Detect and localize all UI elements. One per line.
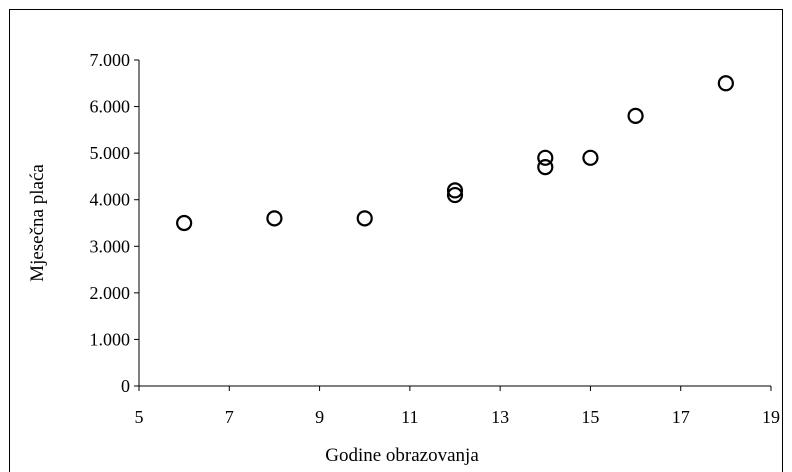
y-ticks: 0 1.000 2.000 3.000 4.000 5.000 6.000 7.000 — [90, 50, 140, 396]
y-axis-label: Mjesečna plaća — [27, 164, 48, 282]
data-point — [538, 151, 552, 165]
x-ticks: 5 7 9 11 13 15 17 19 — [135, 386, 781, 427]
data-points — [177, 76, 733, 230]
data-point — [629, 109, 643, 123]
y-tick-label: 0 — [121, 376, 130, 396]
x-tick-label: 15 — [581, 407, 599, 427]
y-tick-label: 4.000 — [90, 190, 131, 210]
data-point — [267, 211, 281, 225]
axes — [139, 60, 771, 386]
x-tick-label: 5 — [135, 407, 144, 427]
x-tick-label: 9 — [315, 407, 324, 427]
y-tick-label: 6.000 — [90, 97, 131, 117]
x-tick-label: 7 — [225, 407, 234, 427]
data-point — [719, 76, 733, 90]
y-tick-label: 2.000 — [90, 283, 131, 303]
x-tick-label: 17 — [672, 407, 690, 427]
x-axis-label: Godine obrazovanja — [325, 445, 479, 466]
x-tick-label: 19 — [762, 407, 780, 427]
y-tick-label: 5.000 — [90, 143, 131, 163]
data-point — [583, 151, 597, 165]
x-tick-label: 13 — [491, 407, 509, 427]
data-point — [177, 216, 191, 230]
y-tick-label: 1.000 — [90, 329, 131, 349]
data-point — [358, 211, 372, 225]
y-tick-label: 7.000 — [90, 50, 131, 70]
x-tick-label: 11 — [401, 407, 418, 427]
y-tick-label: 3.000 — [90, 236, 131, 256]
